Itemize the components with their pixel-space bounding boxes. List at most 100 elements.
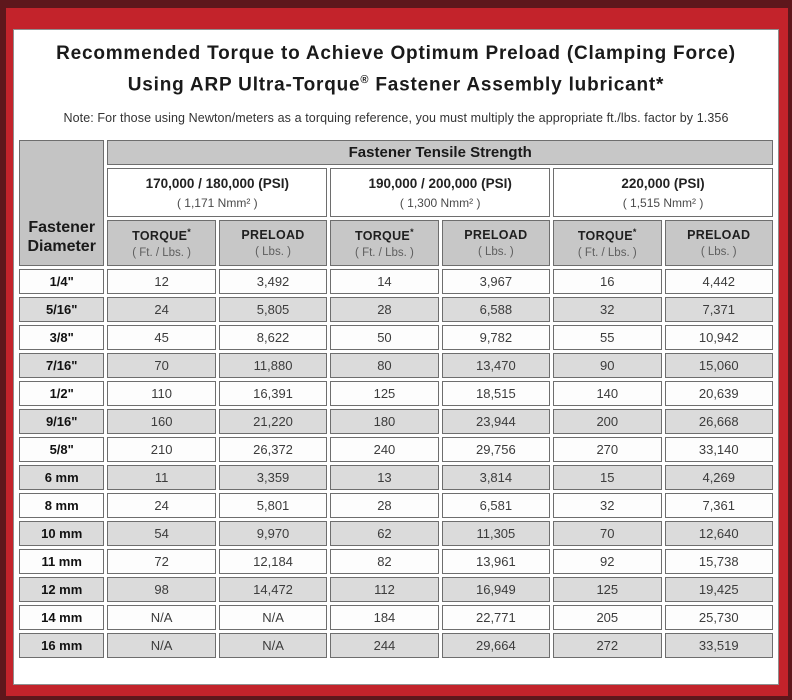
- title-line-2: Using ARP Ultra-Torque® Fastener Assembl…: [16, 67, 776, 98]
- value-cell: 10,942: [664, 325, 773, 351]
- table-row: 5/8" 210 26,372 240 29,756 270 33,140: [19, 437, 773, 463]
- diameter-cell: 3/8": [19, 325, 105, 351]
- table-row: 14 mm N/A N/A 184 22,771 205 25,730: [19, 605, 773, 631]
- psi-group-3-cell: 220,000 (PSI) ( 1,515 Nmm² ): [553, 168, 773, 218]
- value-cell: 13,470: [441, 353, 551, 379]
- value-cell: 13: [330, 465, 439, 491]
- table-row: 10 mm 54 9,970 62 11,305 70 12,640: [19, 521, 773, 547]
- torque-label-text: TORQUE: [355, 229, 411, 244]
- table-row: 5/16" 24 5,805 28 6,588 32 7,371: [19, 297, 773, 323]
- value-cell: 19,425: [664, 577, 773, 603]
- note-text: Note: For those using Newton/meters as a…: [63, 111, 729, 126]
- tensile-strength-header-cell: Fastener Tensile Strength: [107, 140, 773, 166]
- psi-group-3-nmm: ( 1,515 Nmm² ): [622, 195, 704, 210]
- diameter-header-cell: Fastener Diameter: [19, 140, 105, 267]
- value-cell: 28: [330, 493, 439, 519]
- value-cell: 15: [553, 465, 662, 491]
- value-cell: 6,588: [441, 297, 551, 323]
- title-line-2-text-end: Fastener Assembly lubricant*: [369, 74, 665, 96]
- value-cell: 20,639: [664, 381, 773, 407]
- preload-header-cell: PRELOAD ( Lbs. ): [441, 220, 551, 267]
- value-cell: 270: [553, 437, 662, 463]
- value-cell: 26,372: [218, 437, 328, 463]
- value-cell: 55: [553, 325, 662, 351]
- value-cell: N/A: [107, 633, 216, 659]
- table-row: 1/2" 110 16,391 125 18,515 140 20,639: [19, 381, 773, 407]
- table-row: 16 mm N/A N/A 244 29,664 272 33,519: [19, 633, 773, 659]
- torque-label: TORQUE*: [331, 227, 437, 243]
- value-cell: 80: [330, 353, 439, 379]
- diameter-cell: 14 mm: [19, 605, 105, 631]
- value-cell: 15,738: [664, 549, 773, 575]
- value-cell: 72: [107, 549, 216, 575]
- diameter-cell: 12 mm: [19, 577, 105, 603]
- diameter-cell: 11 mm: [19, 549, 105, 575]
- torque-asterisk: *: [632, 227, 637, 238]
- value-cell: 21,220: [218, 409, 328, 435]
- table-row: 7/16" 70 11,880 80 13,470 90 15,060: [19, 353, 773, 379]
- value-cell: 29,664: [441, 633, 551, 659]
- value-cell: 22,771: [441, 605, 551, 631]
- table-body: 1/4" 12 3,492 14 3,967 16 4,442 5/16" 24…: [19, 269, 773, 659]
- torque-unit: ( Ft. / Lbs. ): [577, 247, 637, 260]
- page-title: Recommended Torque to Achieve Optimum Pr…: [16, 40, 776, 98]
- value-cell: 23,944: [441, 409, 551, 435]
- value-cell: 16,949: [441, 577, 551, 603]
- value-cell: 110: [107, 381, 216, 407]
- torque-asterisk: *: [410, 227, 414, 238]
- value-cell: 5,805: [218, 297, 328, 323]
- torque-spec-table: Fastener Diameter Fastener Tensile Stren…: [16, 137, 776, 662]
- value-cell: 160: [107, 409, 216, 435]
- value-cell: 200: [553, 409, 662, 435]
- value-cell: N/A: [218, 633, 328, 659]
- preload-unit: ( Lbs. ): [255, 246, 291, 259]
- torque-label: TORQUE*: [108, 227, 214, 243]
- diameter-header-line2: Diameter: [27, 238, 96, 256]
- value-cell: 125: [330, 381, 439, 407]
- value-cell: 272: [553, 633, 662, 659]
- content-panel: Recommended Torque to Achieve Optimum Pr…: [13, 29, 779, 685]
- preload-label: PRELOAD: [687, 228, 751, 243]
- value-cell: 4,442: [664, 269, 773, 295]
- torque-label-text: TORQUE: [577, 229, 633, 244]
- value-cell: 45: [107, 325, 216, 351]
- torque-asterisk: *: [187, 227, 192, 238]
- psi-group-2-nmm: ( 1,300 Nmm² ): [399, 195, 481, 210]
- value-cell: 11: [107, 465, 216, 491]
- diameter-cell: 7/16": [19, 353, 105, 379]
- title-line-1: Recommended Torque to Achieve Optimum Pr…: [56, 43, 736, 64]
- value-cell: 33,519: [664, 633, 773, 659]
- diameter-cell: 5/8": [19, 437, 105, 463]
- value-cell: N/A: [218, 605, 328, 631]
- table-row: 11 mm 72 12,184 82 13,961 92 15,738: [19, 549, 773, 575]
- value-cell: 180: [330, 409, 439, 435]
- diameter-cell: 9/16": [19, 409, 105, 435]
- preload-unit: ( Lbs. ): [700, 246, 737, 259]
- torque-header-cell: TORQUE* ( Ft. / Lbs. ): [553, 220, 662, 267]
- value-cell: 5,801: [218, 493, 328, 519]
- value-cell: 210: [107, 437, 216, 463]
- value-cell: 12: [107, 269, 216, 295]
- table-row: 1/4" 12 3,492 14 3,967 16 4,442: [19, 269, 773, 295]
- torque-header-cell: TORQUE* ( Ft. / Lbs. ): [330, 220, 439, 267]
- psi-group-3-label: 220,000 (PSI): [621, 175, 705, 191]
- preload-header-cell: PRELOAD ( Lbs. ): [664, 220, 773, 267]
- preload-label: PRELOAD: [241, 228, 305, 243]
- table-row: 9/16" 160 21,220 180 23,944 200 26,668: [19, 409, 773, 435]
- value-cell: 140: [553, 381, 662, 407]
- title-line-2-text: Using ARP Ultra-Torque: [127, 74, 361, 96]
- value-cell: 29,756: [441, 437, 551, 463]
- value-cell: 32: [553, 493, 662, 519]
- value-cell: 184: [330, 605, 439, 631]
- value-cell: 3,359: [218, 465, 328, 491]
- psi-group-2-cell: 190,000 / 200,000 (PSI) ( 1,300 Nmm² ): [330, 168, 551, 218]
- value-cell: 9,782: [441, 325, 551, 351]
- diameter-cell: 5/16": [19, 297, 105, 323]
- diameter-cell: 10 mm: [19, 521, 105, 547]
- value-cell: 24: [107, 297, 216, 323]
- value-cell: 50: [330, 325, 439, 351]
- torque-label: TORQUE*: [554, 227, 660, 243]
- value-cell: 11,305: [441, 521, 551, 547]
- diameter-cell: 8 mm: [19, 493, 105, 519]
- table-row: 6 mm 11 3,359 13 3,814 15 4,269: [19, 465, 773, 491]
